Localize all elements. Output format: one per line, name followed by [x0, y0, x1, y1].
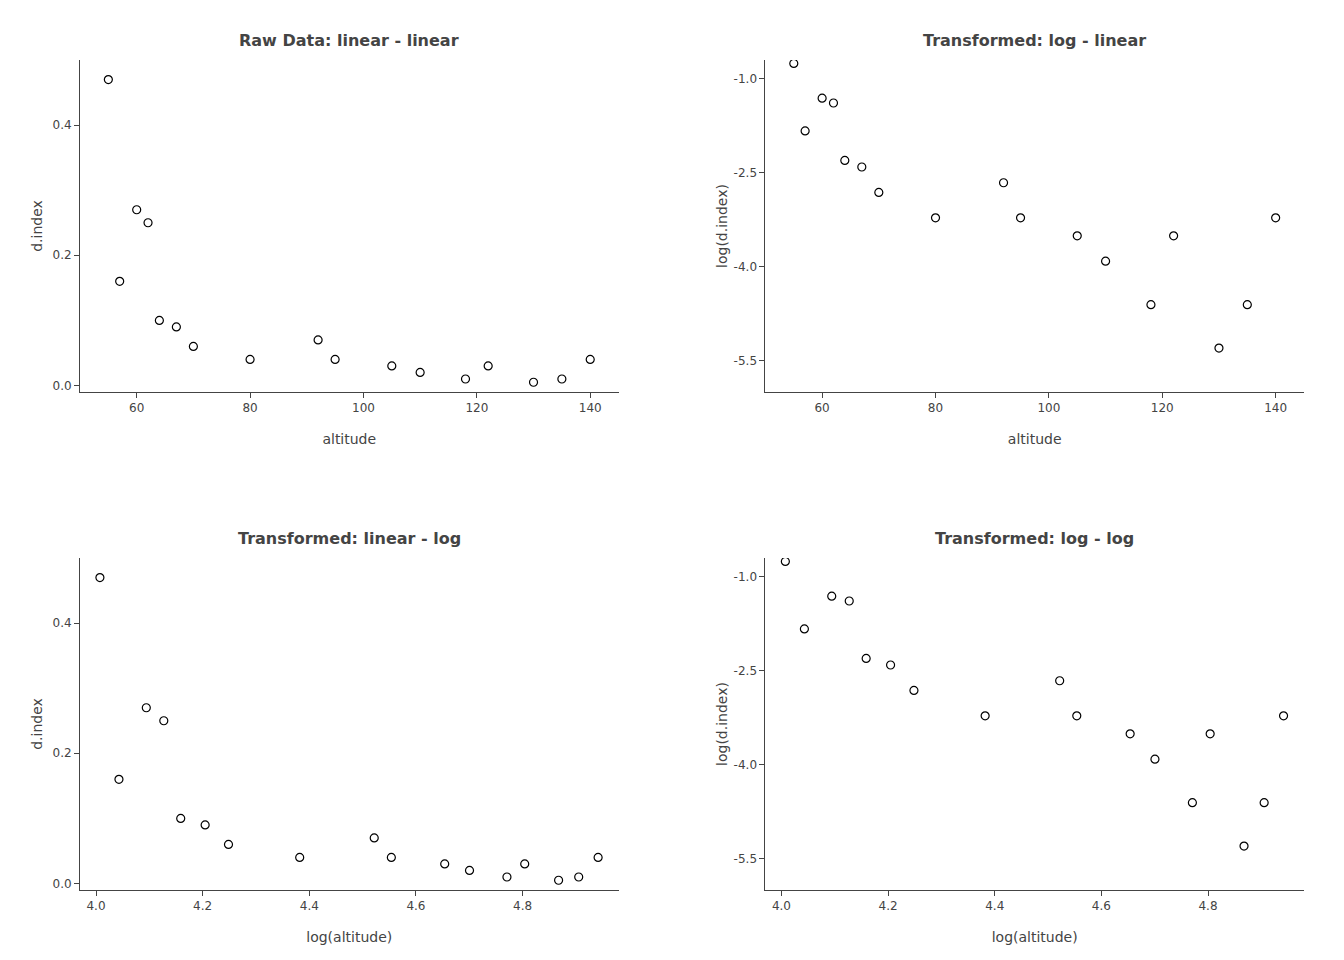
svg-text:-1.0: -1.0 — [734, 72, 757, 86]
svg-text:altitude: altitude — [322, 431, 376, 447]
svg-text:0.0: 0.0 — [53, 877, 72, 891]
svg-text:altitude: altitude — [1008, 431, 1062, 447]
svg-text:4.2: 4.2 — [193, 899, 212, 913]
svg-text:140: 140 — [579, 401, 602, 415]
svg-text:-5.5: -5.5 — [734, 852, 757, 866]
svg-text:-4.0: -4.0 — [734, 758, 757, 772]
svg-text:140: 140 — [1264, 401, 1287, 415]
svg-text:-1.0: -1.0 — [734, 570, 757, 584]
svg-text:80: 80 — [242, 401, 257, 415]
svg-text:log(altitude): log(altitude) — [992, 929, 1078, 945]
svg-text:120: 120 — [1151, 401, 1174, 415]
svg-text:4.4: 4.4 — [985, 899, 1004, 913]
svg-text:60: 60 — [814, 401, 829, 415]
svg-text:0.4: 0.4 — [53, 616, 72, 630]
svg-text:Transformed: log - linear: Transformed: log - linear — [923, 31, 1146, 50]
svg-text:log(d.index): log(d.index) — [714, 682, 730, 766]
svg-text:d.index: d.index — [29, 698, 45, 750]
svg-text:4.2: 4.2 — [879, 899, 898, 913]
svg-text:Transformed: linear - log: Transformed: linear - log — [238, 529, 461, 548]
svg-text:Raw Data: linear - linear: Raw Data: linear - linear — [239, 31, 459, 50]
svg-text:-2.5: -2.5 — [734, 664, 757, 678]
svg-text:0.2: 0.2 — [53, 746, 72, 760]
svg-text:80: 80 — [928, 401, 943, 415]
svg-text:4.6: 4.6 — [1092, 899, 1111, 913]
svg-text:d.index: d.index — [29, 200, 45, 252]
svg-text:4.8: 4.8 — [513, 899, 532, 913]
svg-text:60: 60 — [129, 401, 144, 415]
svg-text:-2.5: -2.5 — [734, 166, 757, 180]
svg-text:100: 100 — [1037, 401, 1060, 415]
svg-text:0.2: 0.2 — [53, 248, 72, 262]
svg-text:4.6: 4.6 — [406, 899, 425, 913]
svg-text:4.8: 4.8 — [1198, 899, 1217, 913]
svg-text:4.0: 4.0 — [772, 899, 791, 913]
svg-text:4.4: 4.4 — [300, 899, 319, 913]
svg-text:log(altitude): log(altitude) — [306, 929, 392, 945]
svg-text:4.0: 4.0 — [86, 899, 105, 913]
svg-text:-4.0: -4.0 — [734, 260, 757, 274]
svg-text:120: 120 — [465, 401, 488, 415]
svg-text:100: 100 — [352, 401, 375, 415]
svg-text:Transformed: log - log: Transformed: log - log — [935, 529, 1134, 548]
svg-text:0.4: 0.4 — [53, 118, 72, 132]
svg-text:log(d.index): log(d.index) — [714, 184, 730, 268]
svg-text:-5.5: -5.5 — [734, 354, 757, 368]
svg-text:0.0: 0.0 — [53, 379, 72, 393]
